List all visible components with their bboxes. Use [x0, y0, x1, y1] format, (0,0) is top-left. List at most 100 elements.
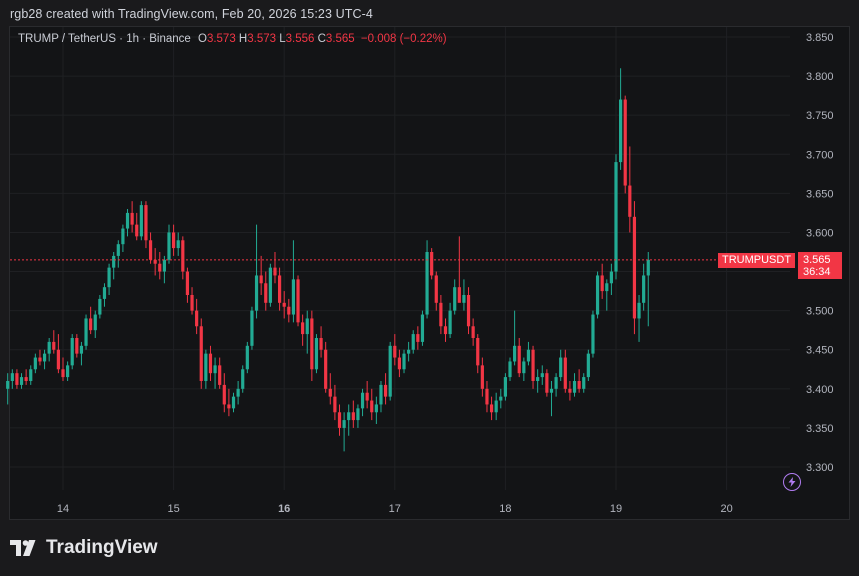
- candle-body: [513, 345, 517, 362]
- candle-body: [139, 205, 143, 237]
- candle-body: [559, 357, 563, 378]
- candle-body: [471, 326, 475, 338]
- candles: [6, 68, 650, 452]
- candle-body: [623, 99, 627, 186]
- candle-body: [425, 252, 429, 315]
- grid-lines: [10, 27, 790, 490]
- time-tick-label: 17: [389, 503, 401, 515]
- candle-body: [522, 361, 526, 374]
- candle-body: [33, 357, 37, 370]
- candle-body: [591, 314, 595, 354]
- candle-body: [79, 345, 84, 354]
- candle-body: [619, 99, 623, 163]
- time-axis: 14 15 16 17 18 19 20: [57, 503, 733, 515]
- candle-body: [443, 326, 448, 335]
- candle-body: [305, 318, 309, 335]
- candle-body: [268, 267, 272, 303]
- time-tick-label: 16: [278, 503, 290, 515]
- candle-body: [6, 381, 10, 389]
- chart-panel[interactable]: [9, 26, 850, 520]
- candle-body: [420, 314, 425, 342]
- price-tick-label: 3.400: [806, 384, 834, 396]
- candle-body: [24, 377, 28, 381]
- candle-body: [476, 338, 480, 366]
- candle-body: [499, 396, 503, 401]
- time-tick-label: 19: [610, 503, 622, 515]
- tradingview-logo[interactable]: TradingView: [10, 537, 158, 559]
- symbol-price-label: TRUMPUSDT: [718, 253, 796, 268]
- candle-body: [176, 240, 180, 249]
- lightning-icon[interactable]: [783, 473, 801, 491]
- candle-body: [489, 404, 494, 413]
- candle-body: [112, 255, 116, 268]
- candle-body: [222, 384, 226, 405]
- candle-body: [29, 369, 33, 381]
- close-value: 3.565: [325, 33, 355, 45]
- candle-body: [148, 240, 153, 260]
- candle-body: [393, 345, 397, 358]
- candle-body: [568, 388, 572, 393]
- price-tick-label: 3.750: [806, 110, 834, 122]
- symbol-info[interactable]: TRUMP / TetherUS · 1h · Binance: [18, 33, 191, 45]
- chart-caption: rgb28 created with TradingView.com, Feb …: [10, 7, 373, 21]
- candle-body: [453, 287, 457, 311]
- candle-body: [448, 310, 452, 335]
- candle-body: [351, 412, 355, 421]
- candle-body: [642, 275, 646, 303]
- candle-body: [42, 353, 47, 362]
- time-tick-label: 20: [720, 503, 732, 515]
- candle-body: [287, 306, 291, 315]
- candle-body: [162, 259, 166, 272]
- last-price-tag: 3.565 36:34: [798, 252, 842, 279]
- candle-body: [185, 271, 190, 295]
- candle-body: [172, 232, 176, 249]
- price-tick-label: 3.650: [806, 188, 834, 200]
- candle-body: [609, 271, 613, 284]
- candle-body: [430, 252, 434, 276]
- candle-body: [195, 310, 199, 327]
- candle-body: [347, 412, 351, 421]
- candle-body: [47, 341, 51, 354]
- candle-body: [595, 275, 600, 315]
- candle-body: [457, 287, 461, 303]
- candle-body: [388, 345, 392, 397]
- candle-body: [526, 349, 531, 362]
- price-tick-label: 3.700: [806, 149, 834, 161]
- candle-body: [15, 373, 19, 385]
- high-value: 3.573: [247, 33, 277, 45]
- candle-body: [89, 318, 93, 331]
- candle-body: [356, 408, 360, 421]
- candle-body: [107, 267, 111, 288]
- candle-body: [434, 275, 438, 303]
- candle-body: [582, 377, 586, 389]
- candle-body: [572, 381, 577, 393]
- candle-body: [416, 334, 420, 342]
- candle-body: [158, 263, 162, 272]
- candle-body: [66, 365, 70, 378]
- price-tick-label: 3.600: [806, 227, 834, 239]
- candle-body: [563, 357, 567, 389]
- candle-body: [328, 388, 332, 397]
- candle-body: [301, 322, 305, 335]
- change-value: −0.008 (−0.22%): [360, 33, 447, 45]
- candle-body: [402, 353, 406, 370]
- candle-body: [218, 365, 222, 385]
- candle-body: [61, 369, 65, 378]
- candle-body: [190, 295, 194, 311]
- candle-body: [204, 353, 208, 381]
- candle-body: [250, 310, 254, 346]
- candle-body: [554, 377, 558, 389]
- candle-body: [84, 318, 88, 346]
- candle-body: [125, 212, 130, 229]
- candle-body: [38, 357, 42, 362]
- brand-name: TradingView: [46, 537, 158, 558]
- candle-body: [370, 400, 374, 413]
- candle-body: [411, 334, 415, 350]
- candle-body: [540, 373, 544, 378]
- candle-body: [52, 341, 56, 350]
- candle-body: [236, 388, 240, 397]
- open-label: O: [197, 33, 207, 45]
- candle-body: [600, 275, 604, 292]
- time-tick-label: 18: [499, 503, 511, 515]
